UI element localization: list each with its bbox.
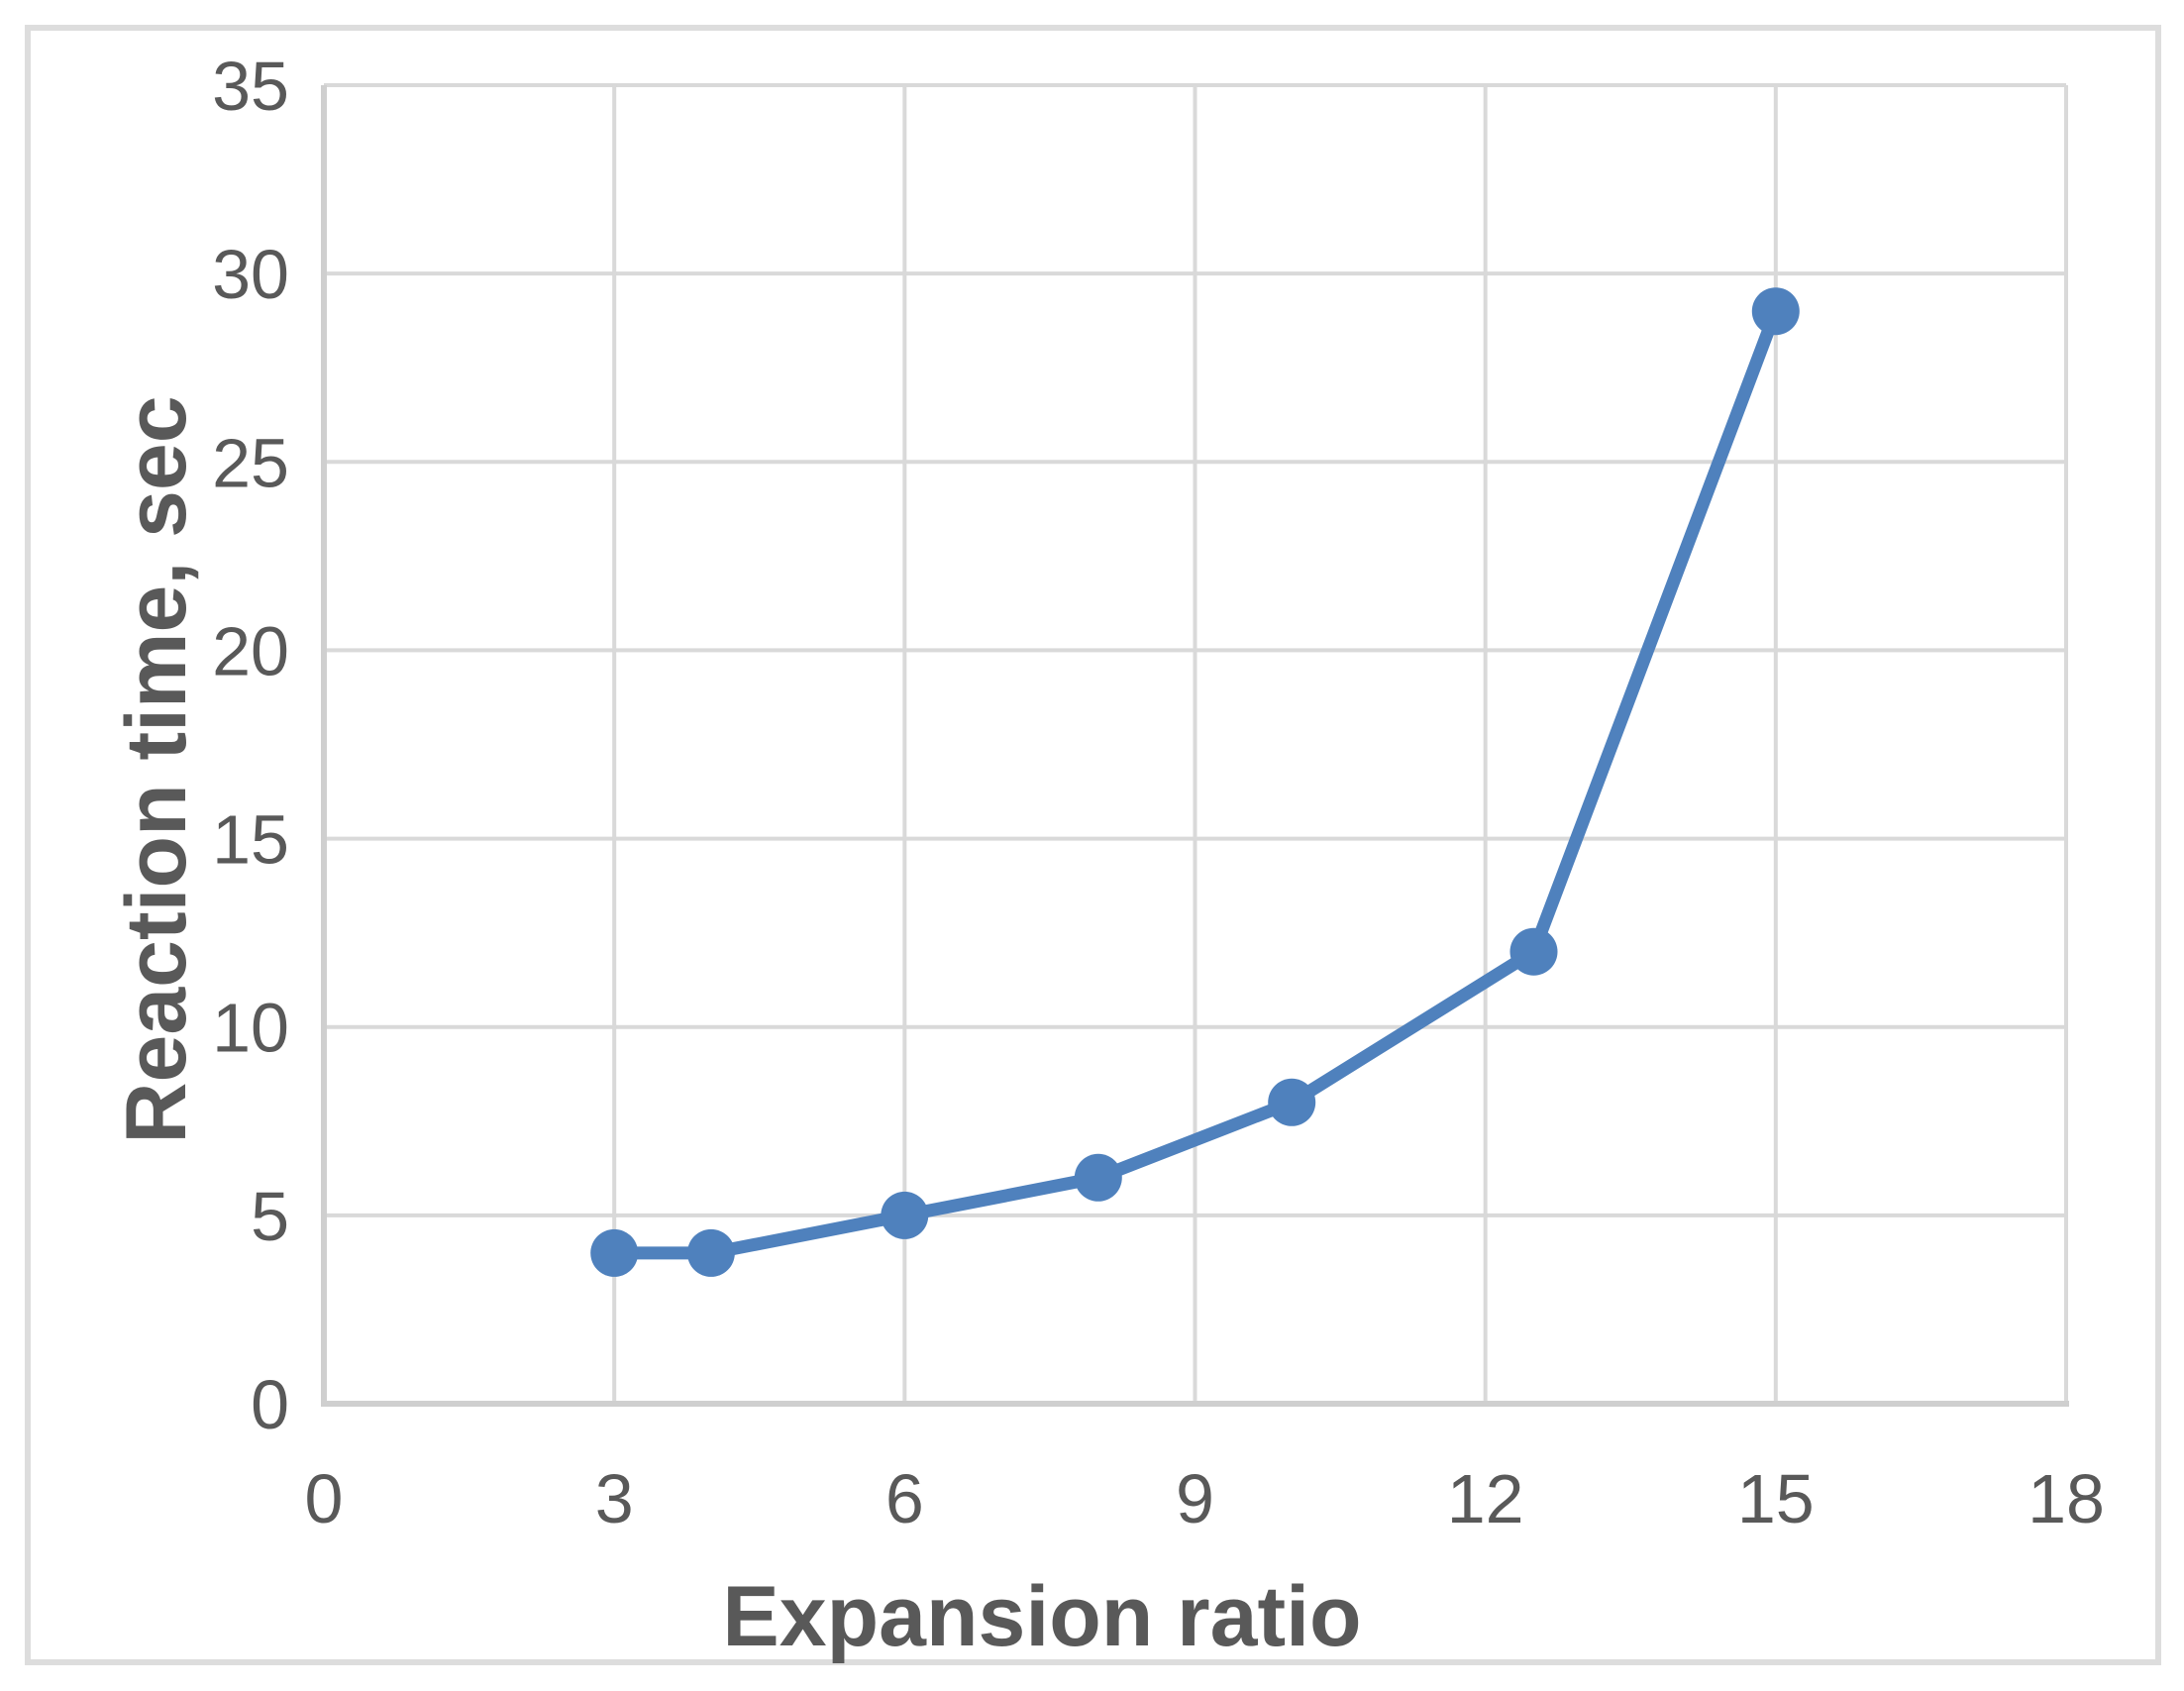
data-point-marker: [590, 1228, 639, 1277]
data-point-marker: [881, 1191, 929, 1239]
data-point-marker: [1074, 1153, 1122, 1202]
y-axis-title: Reaction time, sec: [109, 395, 204, 1144]
x-tick-label: 18: [2028, 1460, 2105, 1537]
y-tick-label: 10: [212, 990, 289, 1067]
y-tick-label: 30: [212, 236, 289, 313]
y-tick-label: 15: [212, 801, 289, 879]
data-point-marker: [1751, 287, 1800, 336]
x-tick-label: 15: [1737, 1460, 1815, 1537]
y-tick-label: 20: [212, 612, 289, 689]
y-tick-label: 0: [251, 1366, 289, 1443]
x-axis-title: Expansion ratio: [722, 1569, 1362, 1664]
data-point-marker: [1268, 1078, 1316, 1126]
x-tick-label: 6: [885, 1460, 924, 1537]
y-tick-label: 5: [251, 1178, 289, 1255]
x-tick-label: 3: [595, 1460, 634, 1537]
chart-frame: [25, 25, 2161, 1665]
y-tick-label: 25: [212, 424, 289, 501]
x-tick-label: 12: [1447, 1460, 1524, 1537]
data-point-marker: [686, 1228, 735, 1277]
data-point-marker: [1509, 927, 1558, 976]
y-tick-label: 35: [212, 48, 289, 125]
x-tick-label: 9: [1176, 1460, 1214, 1537]
x-tick-label: 0: [305, 1460, 344, 1537]
